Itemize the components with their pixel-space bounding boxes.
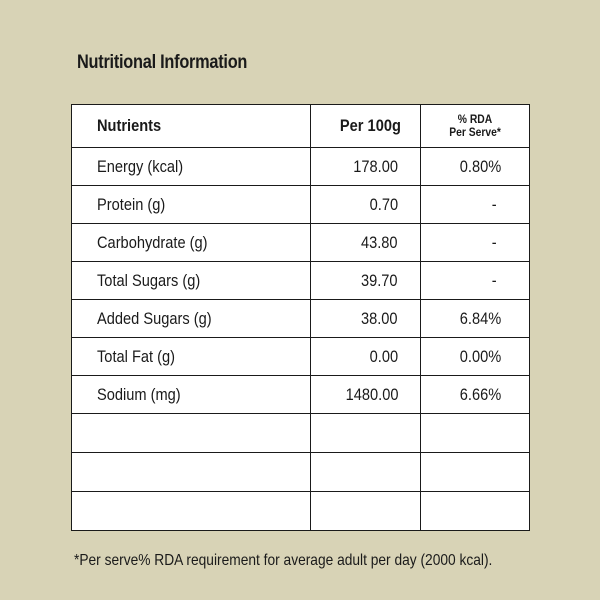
per-100g-value: 0.70 [311, 186, 421, 223]
header-nutrients: Nutrients [72, 105, 311, 147]
table-row: Carbohydrate (g) 43.80 - [72, 224, 529, 262]
header-rda-per-serve: % RDA Per Serve* [449, 112, 501, 139]
empty-table-row [72, 414, 529, 453]
rda-value: 6.66% [459, 384, 501, 404]
rda-value: - [492, 232, 497, 252]
nutrient-name: Added Sugars (g) [72, 300, 311, 337]
table-header-row: Nutrients Per 100g % RDA Per Serve* [72, 105, 529, 148]
footnote: *Per serve% RDA requirement for average … [74, 552, 493, 569]
rda-value: 0.00% [459, 346, 501, 366]
nutrient-name: Protein (g) [72, 186, 311, 223]
header-per-100g: Per 100g [311, 105, 421, 147]
empty-table-row [72, 453, 529, 492]
nutrient-name: Total Sugars (g) [72, 262, 311, 299]
rda-value: - [492, 270, 497, 290]
rda-value: - [492, 194, 497, 214]
table-row: Total Sugars (g) 39.70 - [72, 262, 529, 300]
table-row: Added Sugars (g) 38.00 6.84% [72, 300, 529, 338]
rda-value: 6.84% [459, 308, 501, 328]
table-row: Protein (g) 0.70 - [72, 186, 529, 224]
per-100g-value: 38.00 [311, 300, 421, 337]
page-title: Nutritional Information [77, 52, 248, 73]
nutrition-table: Nutrients Per 100g % RDA Per Serve* Ener… [71, 104, 530, 531]
table-row: Energy (kcal) 178.00 0.80% [72, 148, 529, 186]
nutrient-name: Total Fat (g) [72, 338, 311, 375]
per-100g-value: 0.00 [311, 338, 421, 375]
rda-value: 0.80% [459, 156, 501, 176]
nutrient-name: Energy (kcal) [72, 148, 311, 185]
per-100g-value: 1480.00 [311, 376, 421, 413]
per-100g-value: 43.80 [311, 224, 421, 261]
nutrient-name: Sodium (mg) [72, 376, 311, 413]
table-row: Total Fat (g) 0.00 0.00% [72, 338, 529, 376]
nutrient-name: Carbohydrate (g) [72, 224, 311, 261]
empty-table-row [72, 492, 529, 530]
table-row: Sodium (mg) 1480.00 6.66% [72, 376, 529, 414]
per-100g-value: 39.70 [311, 262, 421, 299]
per-100g-value: 178.00 [311, 148, 421, 185]
